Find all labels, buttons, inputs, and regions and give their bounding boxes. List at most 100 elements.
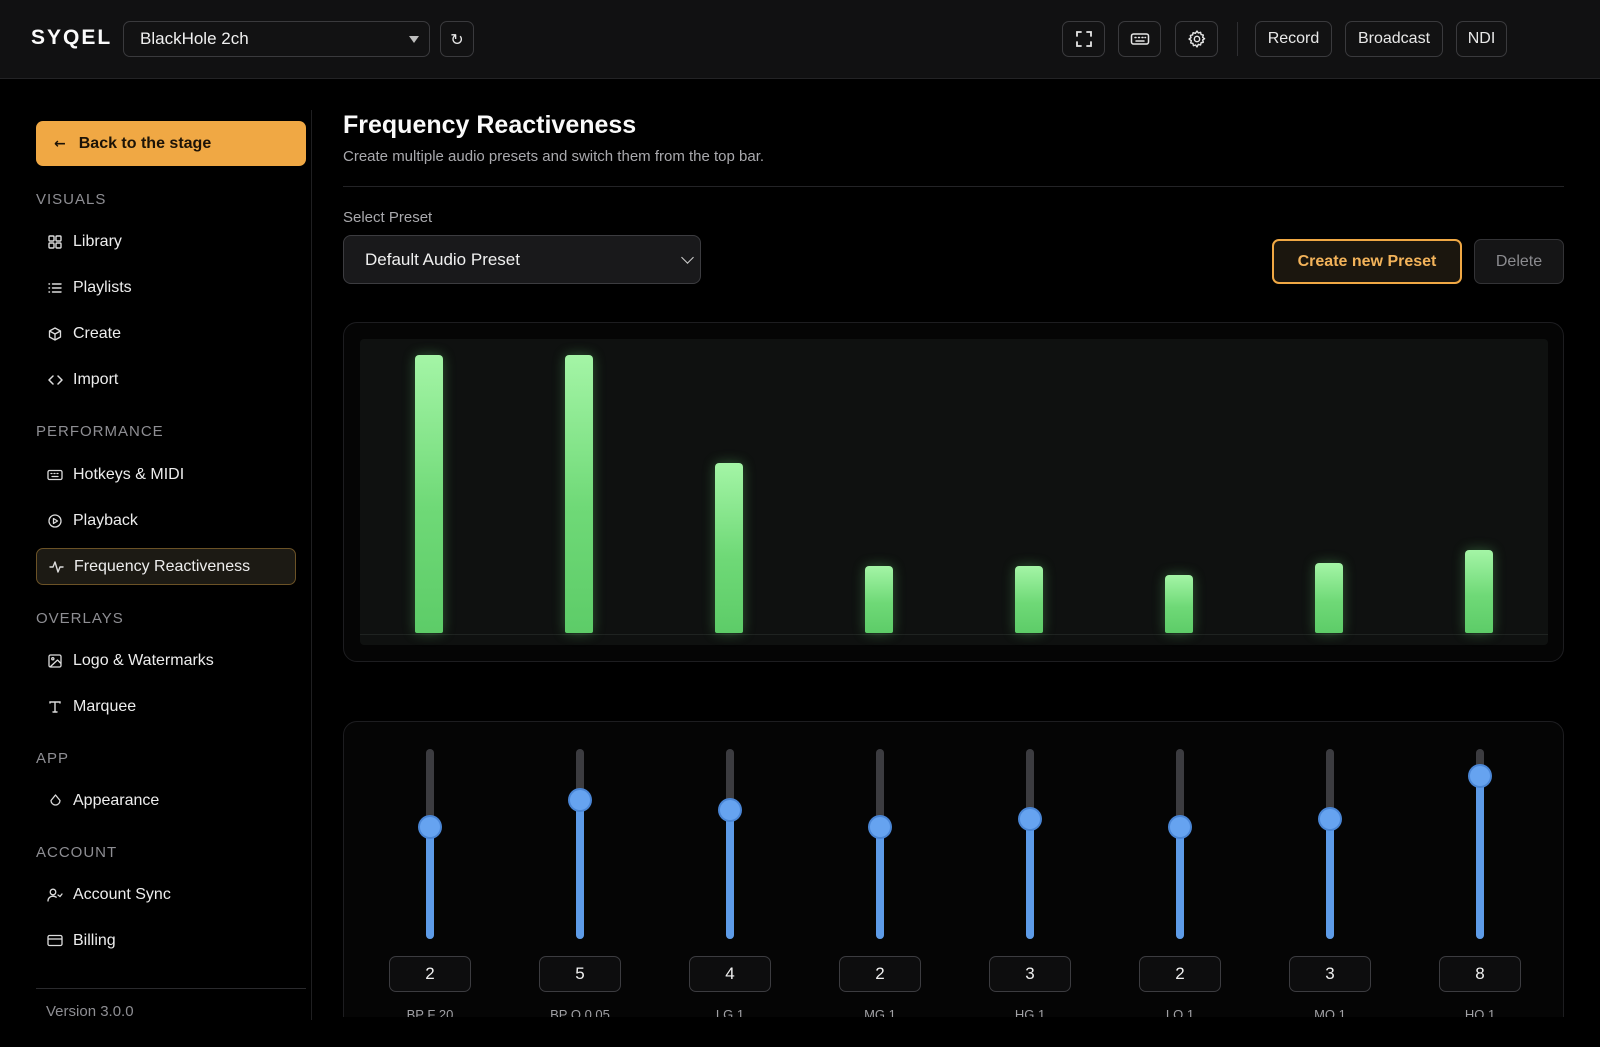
sidebar-item-label: Create [73,324,122,342]
back-to-stage-label: Back to the stage [78,134,212,152]
section-label-overlays: OVERLAYS [36,610,124,627]
eq-value-input[interactable]: 2 [1139,956,1221,992]
broadcast-button[interactable]: Broadcast [1345,21,1443,57]
eq-slider-track[interactable] [426,749,434,939]
sidebar-item-playback[interactable]: Playback [36,502,296,539]
sidebar-item-label: Frequency Reactiveness [74,557,251,575]
code-icon [47,372,63,388]
eq-value-input[interactable]: 4 [689,956,771,992]
sidebar-item-playlists[interactable]: Playlists [36,269,296,306]
audio-device-value: BlackHole 2ch [140,29,249,48]
title-divider [343,186,1564,187]
refresh-devices-button[interactable]: ↻ [440,21,474,57]
eq-slider-thumb[interactable] [1170,817,1190,837]
eq-value-input[interactable]: 2 [389,956,471,992]
droplet-icon [47,793,63,809]
refresh-icon: ↻ [450,29,464,49]
sidebar-item-marquee[interactable]: Marquee [36,688,296,725]
frequency-bar [1315,563,1343,633]
settings-button[interactable] [1175,21,1218,57]
app-logo: SYQEL [31,26,113,49]
eq-value-input[interactable]: 8 [1439,956,1521,992]
sidebar-item-frequency-reactiveness[interactable]: Frequency Reactiveness [36,548,296,585]
frequency-bar [1465,550,1493,633]
eq-band: 3 MQ 1 [1289,722,1371,1022]
eq-band: 3 HG 1 [989,722,1071,1022]
viewport-clip [312,1017,1600,1047]
page-title: Frequency Reactiveness [343,111,637,139]
ndi-button[interactable]: NDI [1456,21,1507,57]
sidebar-item-logo-watermarks[interactable]: Logo & Watermarks [36,642,296,679]
eq-band: 2 LQ 1 [1139,722,1221,1022]
fullscreen-button[interactable] [1062,21,1105,57]
sidebar-item-label: Billing [73,931,116,949]
sidebar-item-label: Playback [73,511,138,529]
eq-slider-track[interactable] [726,749,734,939]
eq-slider-thumb[interactable] [1020,809,1040,829]
sidebar-item-label: Marquee [73,697,137,715]
keyboard-icon [1130,33,1149,45]
eq-slider-fill [426,827,434,939]
sidebar-item-label: Logo & Watermarks [73,651,214,669]
audio-device-select[interactable]: BlackHole 2ch [123,21,430,57]
frequency-bar [1015,566,1043,633]
grid-icon [47,234,63,250]
eq-slider-thumb[interactable] [870,817,890,837]
type-icon [47,699,63,715]
create-preset-button[interactable]: Create new Preset [1272,239,1462,284]
section-label-app: APP [36,750,70,767]
eq-value-input[interactable]: 2 [839,956,921,992]
sidebar-item-library[interactable]: Library [36,223,296,260]
eq-value-input[interactable]: 3 [989,956,1071,992]
eq-slider-thumb[interactable] [1470,766,1490,786]
eq-band: 5 BP Q 0.05 [539,722,621,1022]
eq-slider-track[interactable] [876,749,884,939]
sidebar-item-label: Library [73,232,122,250]
eq-slider-track[interactable] [1476,749,1484,939]
sidebar-item-label: Playlists [73,278,132,296]
credit-card-icon [47,933,63,949]
eq-slider-track[interactable] [1326,749,1334,939]
preset-select-value: Default Audio Preset [365,249,520,269]
eq-value-input[interactable]: 5 [539,956,621,992]
sidebar-item-account-sync[interactable]: Account Sync [36,876,296,913]
eq-band: 2 BP F 20 [389,722,471,1022]
keyboard-icon [47,467,63,483]
frequency-bar [865,566,893,633]
eq-slider-thumb[interactable] [570,790,590,810]
user-sync-icon [47,887,63,903]
sidebar-item-hotkeys-midi[interactable]: Hotkeys & MIDI [36,456,296,493]
record-button[interactable]: Record [1255,21,1332,57]
eq-band: 8 HQ 1 [1439,722,1521,1022]
eq-value-input[interactable]: 3 [1289,956,1371,992]
eq-band: 4 LG 1 [689,722,771,1022]
chevron-down-icon [681,251,694,264]
sidebar-item-appearance[interactable]: Appearance [36,782,296,819]
preset-select[interactable]: Default Audio Preset [343,235,701,284]
delete-preset-button[interactable]: Delete [1474,239,1564,284]
eq-slider-track[interactable] [1026,749,1034,939]
frequency-bar [565,355,593,633]
play-circle-icon [47,513,63,529]
top-bar: SYQEL BlackHole 2ch ↻ Record Broadcast N… [0,0,1600,79]
section-label-account: ACCOUNT [36,844,118,861]
arrow-left-icon: ← [54,135,66,152]
eq-slider-thumb[interactable] [420,817,440,837]
app-version: Version 3.0.0 [46,1003,134,1020]
fullscreen-icon [1075,31,1092,47]
eq-slider-track[interactable] [1176,749,1184,939]
eq-slider-track[interactable] [576,749,584,939]
visualizer-baseline [360,634,1548,635]
page-subtitle: Create multiple audio presets and switch… [343,148,765,165]
back-to-stage-button[interactable]: ← Back to the stage [36,121,306,166]
eq-slider-fill [1326,819,1334,939]
frequency-visualizer [360,339,1548,645]
sidebar-item-create[interactable]: Create [36,315,296,352]
section-label-visuals: VISUALS [36,191,107,208]
eq-slider-thumb[interactable] [720,800,740,820]
keyboard-shortcuts-button[interactable] [1118,21,1161,57]
eq-slider-thumb[interactable] [1320,809,1340,829]
sidebar-item-billing[interactable]: Billing [36,922,296,959]
sidebar-item-import[interactable]: Import [36,361,296,398]
